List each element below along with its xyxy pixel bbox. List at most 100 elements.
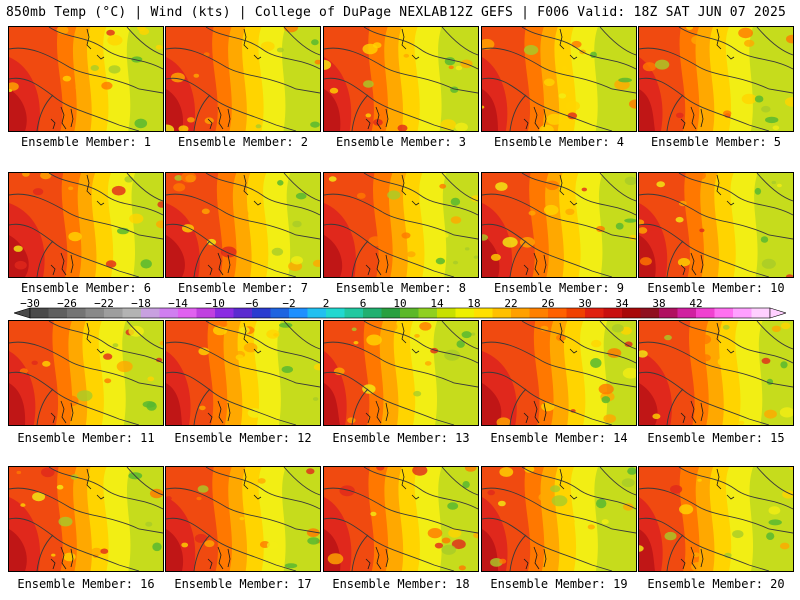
colorbar-tick-label: 30 bbox=[578, 297, 592, 310]
colorbar-swatch bbox=[141, 308, 160, 318]
temperature-field-map bbox=[9, 27, 163, 131]
ensemble-member-panel bbox=[481, 320, 637, 426]
colorbar-swatch bbox=[585, 308, 604, 318]
ensemble-member-label: Ensemble Member: 5 bbox=[650, 135, 782, 149]
temperature-field-map bbox=[324, 467, 478, 571]
temperature-field-map bbox=[639, 321, 793, 425]
colorbar-tick-label: 26 bbox=[541, 297, 555, 310]
ensemble-member-panel bbox=[638, 26, 794, 132]
colorbar-swatch bbox=[659, 308, 678, 318]
temperature-field-map bbox=[482, 173, 636, 277]
ensemble-member-panel bbox=[165, 466, 321, 572]
ensemble-member-panel bbox=[8, 172, 164, 278]
colorbar-low-arrow bbox=[14, 307, 31, 319]
ensemble-member-panel bbox=[8, 320, 164, 426]
colorbar-swatch bbox=[437, 308, 456, 318]
colorbar-tick-label: 18 bbox=[467, 297, 481, 310]
colorbar-swatch bbox=[178, 308, 197, 318]
temperature-field-map bbox=[324, 27, 478, 131]
colorbar-swatch bbox=[474, 308, 493, 318]
colorbar-swatch bbox=[252, 308, 271, 318]
colorbar-swatch bbox=[104, 308, 123, 318]
ensemble-member-panel bbox=[638, 466, 794, 572]
temperature-field-map bbox=[166, 173, 320, 277]
colorbar-tick-label: −30 bbox=[20, 297, 40, 310]
ensemble-member-label: Ensemble Member: 16 bbox=[17, 577, 155, 591]
ensemble-member-label: Ensemble Member: 9 bbox=[493, 281, 625, 295]
colorbar-swatch bbox=[381, 308, 401, 318]
ensemble-member-panel bbox=[481, 466, 637, 572]
colorbar-swatch bbox=[640, 308, 660, 318]
colorbar-swatch bbox=[85, 308, 105, 318]
temperature-field-map bbox=[9, 173, 163, 277]
ensemble-member-label: Ensemble Member: 2 bbox=[177, 135, 309, 149]
colorbar-swatch bbox=[307, 308, 327, 318]
colorbar-swatch bbox=[326, 308, 345, 318]
colorbar-swatch bbox=[48, 308, 68, 318]
colorbar-swatch bbox=[696, 308, 715, 318]
colorbar-high-arrow bbox=[769, 307, 786, 319]
ensemble-member-panel bbox=[481, 172, 637, 278]
colorbar-tick-label: −10 bbox=[205, 297, 225, 310]
ensemble-member-panel bbox=[638, 320, 794, 426]
ensemble-member-label: Ensemble Member: 18 bbox=[332, 577, 470, 591]
ensemble-member-panel bbox=[8, 26, 164, 132]
temperature-field-map bbox=[639, 27, 793, 131]
colorbar-swatch bbox=[363, 308, 382, 318]
temperature-field-map bbox=[482, 27, 636, 131]
colorbar-swatch bbox=[566, 308, 586, 318]
temperature-field-map bbox=[166, 27, 320, 131]
temperature-field-map bbox=[9, 467, 163, 571]
ensemble-member-label: Ensemble Member: 8 bbox=[335, 281, 467, 295]
colorbar-swatch bbox=[30, 308, 49, 318]
temperature-colorbar bbox=[14, 307, 786, 319]
colorbar-tick-label: 2 bbox=[322, 297, 330, 310]
colorbar-swatch bbox=[159, 308, 179, 318]
colorbar-swatch bbox=[511, 308, 530, 318]
ensemble-member-label: Ensemble Member: 12 bbox=[174, 431, 312, 445]
colorbar-tick-label: −6 bbox=[245, 297, 259, 310]
colorbar-swatch bbox=[344, 308, 364, 318]
map-title: 850mb Temp (°C) | Wind (kts) | College o… bbox=[6, 5, 448, 20]
colorbar-tick-labels: −30 −26 −22 −18 −14 −10 −6 −2 2 6 10 14 18 22 26 30 34 38… bbox=[0, 297, 800, 310]
ensemble-member-panel bbox=[165, 172, 321, 278]
temperature-field-map bbox=[166, 467, 320, 571]
colorbar-swatch bbox=[492, 308, 512, 318]
ensemble-member-label: Ensemble Member: 10 bbox=[647, 281, 785, 295]
colorbar-swatch bbox=[215, 308, 234, 318]
colorbar-tick-label: 14 bbox=[430, 297, 444, 310]
ensemble-member-panel bbox=[323, 26, 479, 132]
ensemble-member-label: Ensemble Member: 6 bbox=[20, 281, 152, 295]
colorbar-swatch bbox=[548, 308, 567, 318]
ensemble-member-panel bbox=[323, 466, 479, 572]
ensemble-member-label: Ensemble Member: 15 bbox=[647, 431, 785, 445]
colorbar-tick-label: 10 bbox=[393, 297, 407, 310]
colorbar-tick-label: −22 bbox=[94, 297, 114, 310]
colorbar-swatch bbox=[270, 308, 290, 318]
temperature-field-map bbox=[166, 321, 320, 425]
colorbar-swatch bbox=[67, 308, 86, 318]
colorbar-swatch bbox=[196, 308, 216, 318]
ensemble-member-label: Ensemble Member: 17 bbox=[174, 577, 312, 591]
colorbar-swatch bbox=[418, 308, 438, 318]
ensemble-member-panel bbox=[165, 26, 321, 132]
ensemble-member-panel bbox=[323, 172, 479, 278]
colorbar-tick-label: 38 bbox=[652, 297, 666, 310]
temperature-field-map bbox=[324, 321, 478, 425]
colorbar-tick-label: 42 bbox=[689, 297, 703, 310]
colorbar-tick-label: −26 bbox=[57, 297, 77, 310]
temperature-field-map bbox=[639, 467, 793, 571]
colorbar-swatch bbox=[400, 308, 419, 318]
colorbar-tick-label: −2 bbox=[282, 297, 296, 310]
ensemble-member-label: Ensemble Member: 20 bbox=[647, 577, 785, 591]
colorbar-swatch bbox=[622, 308, 641, 318]
ensemble-member-panel bbox=[481, 26, 637, 132]
colorbar-tick-label: 22 bbox=[504, 297, 518, 310]
colorbar-swatch bbox=[751, 308, 771, 318]
ensemble-member-label: Ensemble Member: 7 bbox=[177, 281, 309, 295]
temperature-field-map bbox=[482, 321, 636, 425]
colorbar-swatch bbox=[603, 308, 623, 318]
temperature-field-map bbox=[9, 321, 163, 425]
colorbar-swatch bbox=[455, 308, 475, 318]
model-run-valid-time: 12Z GEFS | F006 Valid: 18Z SAT JUN 07 20… bbox=[448, 5, 786, 20]
